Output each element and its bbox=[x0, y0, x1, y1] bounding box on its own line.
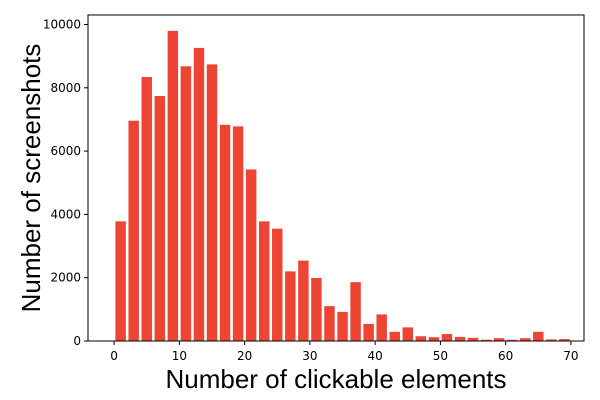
bar bbox=[285, 271, 296, 341]
bar bbox=[232, 126, 244, 341]
bars-group bbox=[115, 30, 570, 342]
x-axis-title: Number of clickable elements bbox=[165, 364, 506, 394]
bar bbox=[520, 338, 531, 341]
bar bbox=[415, 336, 427, 341]
plot-frame bbox=[87, 14, 585, 342]
y-tick-label: 2000 bbox=[50, 271, 81, 285]
bar bbox=[311, 278, 322, 341]
bar bbox=[245, 169, 257, 341]
bar bbox=[467, 337, 479, 341]
bar bbox=[141, 77, 152, 341]
x-tick-label: 0 bbox=[110, 349, 118, 363]
y-tick-label: 4000 bbox=[50, 207, 81, 221]
bar bbox=[193, 47, 205, 342]
y-tick-label: 10000 bbox=[43, 17, 81, 31]
bar bbox=[546, 339, 557, 341]
bar bbox=[206, 64, 218, 342]
bar bbox=[115, 221, 126, 341]
bar bbox=[350, 282, 361, 341]
bar bbox=[337, 311, 348, 341]
bar bbox=[402, 327, 414, 341]
bar bbox=[506, 339, 518, 341]
y-tick-label: 6000 bbox=[50, 144, 81, 158]
bar bbox=[219, 124, 231, 341]
x-tick-label: 50 bbox=[433, 349, 448, 363]
bar bbox=[128, 120, 139, 342]
x-tick-label: 70 bbox=[563, 349, 578, 363]
bar bbox=[533, 331, 544, 341]
y-tick-label: 8000 bbox=[50, 81, 81, 95]
x-tick-label: 20 bbox=[237, 349, 252, 363]
bar bbox=[480, 339, 492, 341]
x-tick-label: 60 bbox=[498, 349, 513, 363]
bar bbox=[298, 260, 309, 341]
bar bbox=[428, 337, 440, 341]
y-tick-label: 0 bbox=[73, 334, 81, 348]
y-axis: 0 2000 4000 6000 8000 10000 bbox=[43, 17, 88, 348]
x-tick-label: 10 bbox=[172, 349, 187, 363]
bar bbox=[154, 96, 166, 341]
bar bbox=[324, 306, 335, 341]
bar bbox=[272, 228, 283, 341]
bar bbox=[180, 66, 192, 342]
bar bbox=[493, 338, 505, 341]
bar bbox=[167, 30, 179, 342]
bar bbox=[559, 339, 570, 341]
x-axis: 0 10 20 30 40 50 60 70 bbox=[110, 341, 579, 363]
bar bbox=[363, 323, 374, 341]
x-tick-label: 40 bbox=[368, 349, 383, 363]
bar bbox=[258, 221, 270, 341]
bar bbox=[376, 314, 387, 341]
y-axis-title: Number of screenshots bbox=[16, 44, 46, 313]
bar bbox=[389, 331, 400, 341]
bar bbox=[454, 336, 466, 341]
bar bbox=[441, 334, 453, 341]
x-tick-label: 30 bbox=[302, 349, 317, 363]
